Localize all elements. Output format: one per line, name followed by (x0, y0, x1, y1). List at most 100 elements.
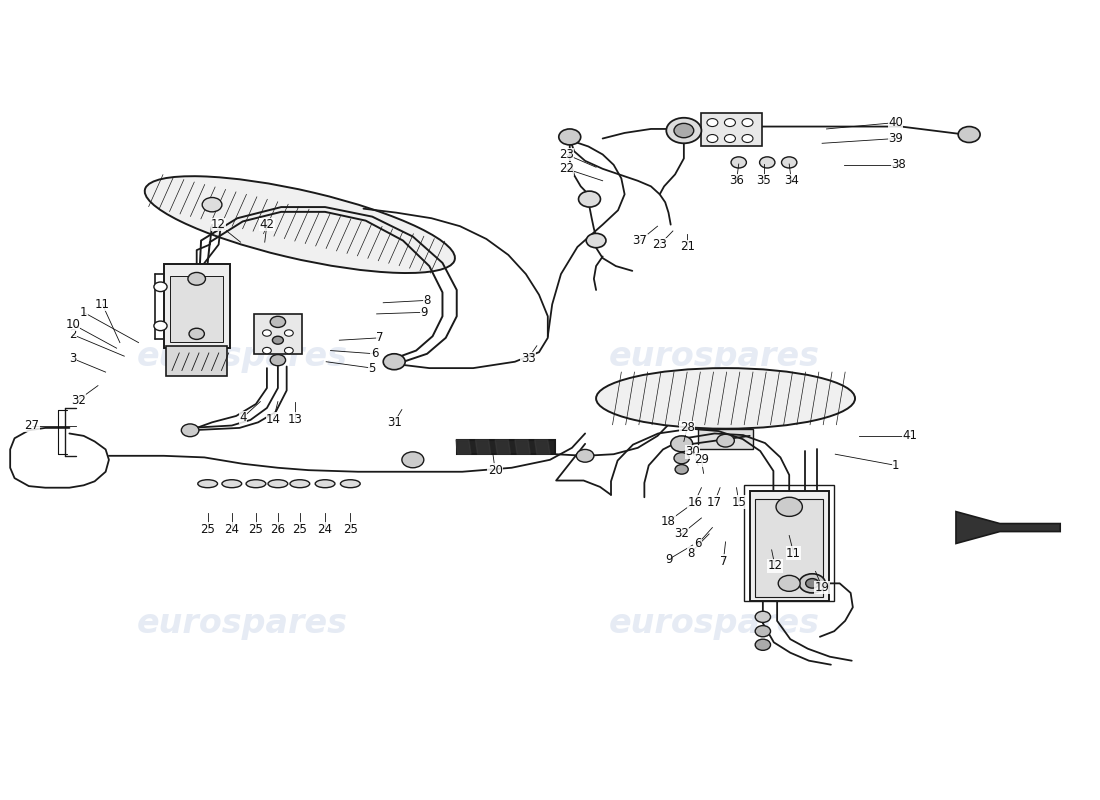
Text: 25: 25 (200, 522, 216, 536)
Text: 6: 6 (694, 537, 702, 550)
Text: 12: 12 (768, 559, 782, 572)
Text: eurospares: eurospares (609, 606, 821, 640)
Circle shape (675, 465, 689, 474)
Text: 33: 33 (520, 352, 536, 365)
Circle shape (674, 453, 690, 464)
Circle shape (273, 336, 284, 344)
Text: 41: 41 (902, 430, 917, 442)
Ellipse shape (246, 480, 266, 488)
Text: 5: 5 (368, 362, 376, 374)
Circle shape (756, 626, 770, 637)
Circle shape (776, 498, 802, 516)
Text: 21: 21 (680, 241, 695, 254)
Text: 32: 32 (674, 527, 689, 541)
Bar (745, 485, 834, 601)
Circle shape (742, 134, 754, 142)
Text: 25: 25 (249, 522, 263, 536)
Text: 10: 10 (65, 318, 80, 330)
Circle shape (707, 134, 718, 142)
Text: 6: 6 (371, 347, 378, 360)
Text: 20: 20 (487, 464, 503, 477)
Text: 42: 42 (260, 218, 274, 231)
Ellipse shape (596, 368, 855, 429)
Text: 23: 23 (559, 148, 574, 161)
Ellipse shape (268, 480, 288, 488)
Text: eurospares: eurospares (609, 340, 821, 373)
Text: 28: 28 (680, 422, 694, 434)
Text: 11: 11 (786, 546, 801, 559)
Text: eurospares: eurospares (138, 340, 349, 373)
Text: 19: 19 (815, 581, 829, 594)
Circle shape (667, 118, 702, 143)
Text: 36: 36 (729, 174, 744, 187)
Text: 29: 29 (694, 454, 708, 466)
Text: 34: 34 (784, 174, 799, 187)
Polygon shape (455, 440, 471, 454)
Text: 25: 25 (343, 522, 358, 536)
Circle shape (182, 424, 199, 437)
Polygon shape (495, 440, 510, 454)
Ellipse shape (290, 480, 310, 488)
Circle shape (402, 452, 424, 468)
Circle shape (586, 234, 606, 248)
Circle shape (760, 157, 774, 168)
Text: 15: 15 (732, 495, 746, 509)
Text: 8: 8 (424, 294, 431, 307)
Circle shape (383, 354, 405, 370)
Circle shape (805, 578, 818, 588)
Text: 31: 31 (387, 416, 402, 429)
Text: 2: 2 (69, 328, 77, 341)
Ellipse shape (340, 480, 360, 488)
Circle shape (725, 118, 736, 126)
Circle shape (154, 321, 167, 330)
Text: 18: 18 (661, 514, 675, 528)
Circle shape (271, 316, 286, 327)
Text: 24: 24 (318, 522, 332, 536)
Circle shape (271, 354, 286, 366)
Text: 16: 16 (688, 495, 702, 509)
Circle shape (778, 575, 800, 591)
Text: 25: 25 (293, 522, 307, 536)
Text: 40: 40 (888, 116, 903, 129)
Circle shape (742, 118, 754, 126)
Circle shape (717, 434, 735, 447)
Text: 17: 17 (707, 495, 722, 509)
Bar (698, 429, 754, 449)
Text: 12: 12 (211, 218, 227, 231)
Text: 3: 3 (69, 352, 76, 365)
Polygon shape (515, 440, 530, 454)
Circle shape (285, 347, 294, 354)
Ellipse shape (145, 176, 455, 273)
Circle shape (202, 198, 222, 212)
Bar (164, 265, 230, 348)
Text: 11: 11 (95, 298, 110, 311)
Text: 32: 32 (70, 394, 86, 406)
Text: 24: 24 (224, 522, 240, 536)
Text: 1: 1 (892, 459, 900, 472)
Circle shape (707, 118, 718, 126)
Circle shape (189, 328, 205, 339)
Text: 23: 23 (652, 238, 668, 251)
Ellipse shape (198, 480, 218, 488)
Circle shape (285, 330, 294, 336)
Circle shape (579, 191, 601, 207)
Circle shape (154, 282, 167, 291)
Text: 1: 1 (80, 306, 87, 319)
Bar (702, 113, 762, 146)
Circle shape (576, 450, 594, 462)
Ellipse shape (316, 480, 334, 488)
Text: 8: 8 (686, 546, 694, 559)
Polygon shape (956, 512, 1060, 543)
Text: 7: 7 (376, 331, 384, 344)
Circle shape (674, 123, 694, 138)
Text: eurospares: eurospares (138, 606, 349, 640)
Bar (170, 276, 223, 342)
Text: 7: 7 (719, 554, 727, 567)
Text: 38: 38 (891, 158, 906, 171)
Polygon shape (535, 440, 550, 454)
Circle shape (725, 134, 736, 142)
Circle shape (799, 574, 825, 593)
Ellipse shape (222, 480, 242, 488)
Circle shape (756, 639, 770, 650)
Text: 35: 35 (757, 174, 771, 187)
